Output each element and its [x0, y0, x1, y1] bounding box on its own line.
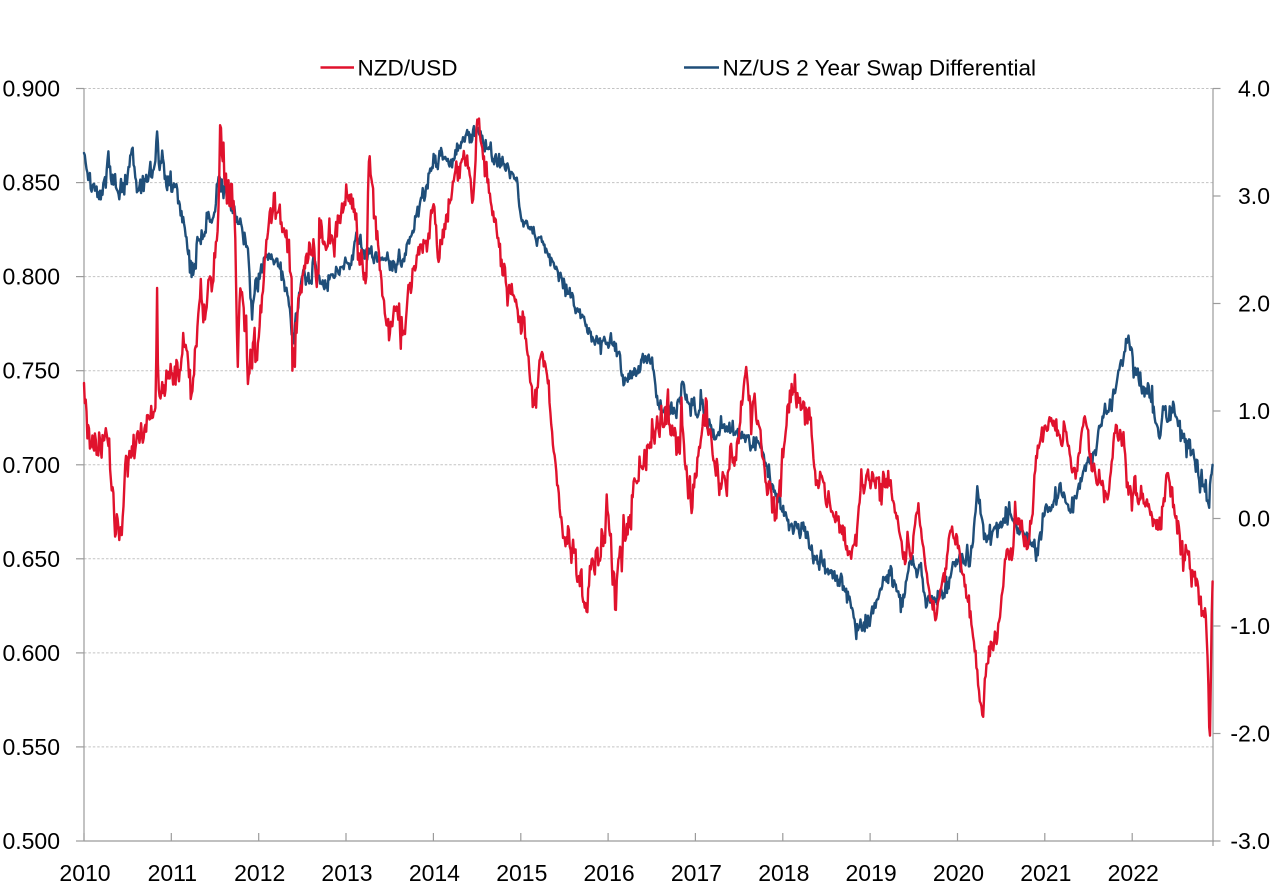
svg-text:NZ/US 2 Year Swap Differential: NZ/US 2 Year Swap Differential: [723, 55, 1037, 80]
svg-text:2019: 2019: [846, 860, 897, 886]
svg-text:2013: 2013: [321, 860, 372, 886]
svg-text:0.850: 0.850: [2, 170, 60, 196]
svg-text:2010: 2010: [59, 860, 110, 886]
svg-text:2.0: 2.0: [1238, 291, 1270, 317]
svg-text:2012: 2012: [234, 860, 285, 886]
svg-text:-3.0: -3.0: [1230, 828, 1270, 854]
svg-text:NZD/USD: NZD/USD: [358, 55, 458, 80]
svg-text:3.0: 3.0: [1238, 183, 1270, 209]
svg-text:2015: 2015: [496, 860, 547, 886]
svg-text:2016: 2016: [584, 860, 635, 886]
svg-text:2020: 2020: [933, 860, 984, 886]
svg-text:2014: 2014: [409, 860, 460, 886]
svg-text:0.750: 0.750: [2, 358, 60, 384]
svg-text:0.900: 0.900: [2, 76, 60, 102]
svg-text:2011: 2011: [148, 860, 197, 886]
svg-text:0.650: 0.650: [2, 546, 60, 572]
svg-text:2021: 2021: [1020, 860, 1071, 886]
svg-text:0.800: 0.800: [2, 264, 60, 290]
svg-text:-1.0: -1.0: [1230, 613, 1270, 639]
svg-text:2022: 2022: [1108, 860, 1159, 886]
svg-text:-2.0: -2.0: [1230, 721, 1270, 747]
svg-text:0.550: 0.550: [2, 734, 60, 760]
svg-text:0.0: 0.0: [1238, 506, 1270, 532]
svg-text:0.700: 0.700: [2, 452, 60, 478]
svg-text:4.0: 4.0: [1238, 76, 1270, 102]
svg-text:2017: 2017: [671, 860, 722, 886]
svg-text:0.500: 0.500: [2, 828, 60, 854]
svg-text:0.600: 0.600: [2, 640, 60, 666]
svg-text:1.0: 1.0: [1238, 398, 1270, 424]
svg-text:2018: 2018: [758, 860, 809, 886]
